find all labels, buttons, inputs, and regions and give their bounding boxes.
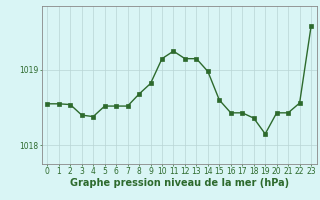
X-axis label: Graphe pression niveau de la mer (hPa): Graphe pression niveau de la mer (hPa) [70,178,289,188]
